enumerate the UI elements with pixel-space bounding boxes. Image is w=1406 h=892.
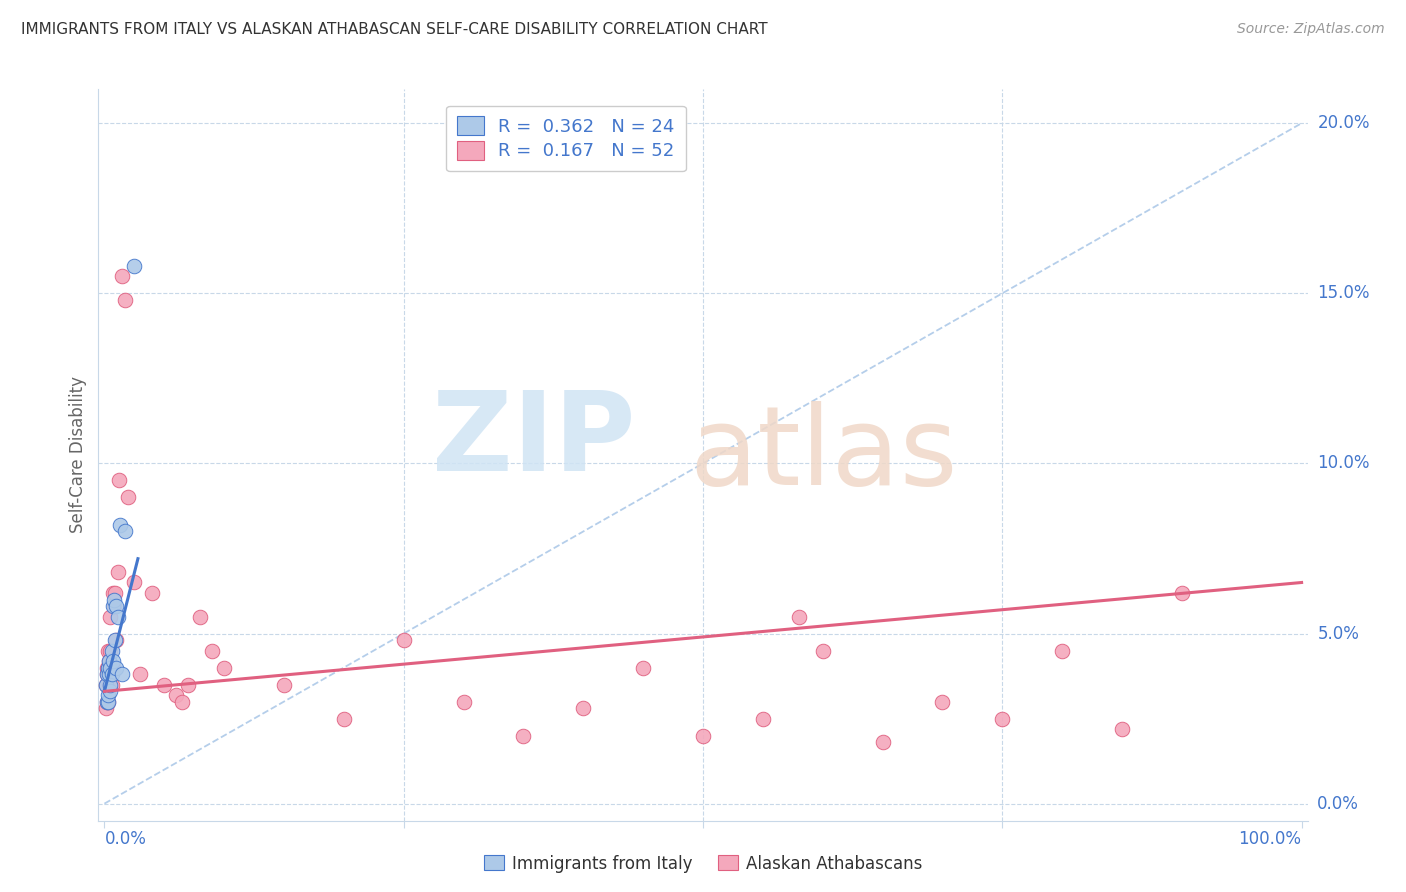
- Point: [811, 643, 834, 657]
- Point: [98, 667, 121, 681]
- Point: [100, 667, 122, 681]
- Point: [101, 660, 124, 674]
- Point: [96, 667, 118, 681]
- Point: [97, 695, 120, 709]
- Point: [572, 701, 595, 715]
- Point: [97, 660, 120, 674]
- Point: [692, 729, 714, 743]
- Text: 5.0%: 5.0%: [1317, 624, 1360, 642]
- Point: [177, 677, 200, 691]
- Point: [97, 660, 120, 674]
- Text: 0.0%: 0.0%: [104, 830, 146, 848]
- Point: [201, 643, 224, 657]
- Point: [124, 575, 146, 590]
- Point: [104, 633, 127, 648]
- Point: [101, 599, 124, 614]
- Text: 10.0%: 10.0%: [1317, 454, 1369, 473]
- Point: [98, 667, 121, 681]
- Point: [94, 677, 117, 691]
- Point: [1050, 643, 1073, 657]
- Point: [212, 660, 235, 674]
- Point: [96, 695, 118, 709]
- Point: [141, 585, 163, 599]
- Point: [153, 677, 176, 691]
- Point: [512, 729, 534, 743]
- Point: [97, 643, 120, 657]
- Point: [1171, 585, 1194, 599]
- Point: [392, 633, 415, 648]
- Text: 20.0%: 20.0%: [1317, 114, 1369, 132]
- Point: [100, 684, 122, 698]
- Point: [96, 695, 118, 709]
- Text: atlas: atlas: [690, 401, 957, 508]
- Point: [107, 474, 129, 488]
- Point: [94, 701, 117, 715]
- Point: [872, 735, 894, 749]
- Point: [100, 609, 122, 624]
- Point: [188, 609, 211, 624]
- Point: [100, 643, 122, 657]
- Point: [105, 633, 128, 648]
- Text: ZIP: ZIP: [432, 387, 636, 494]
- Point: [100, 677, 122, 691]
- Text: Source: ZipAtlas.com: Source: ZipAtlas.com: [1237, 22, 1385, 37]
- Text: IMMIGRANTS FROM ITALY VS ALASKAN ATHABASCAN SELF-CARE DISABILITY CORRELATION CHA: IMMIGRANTS FROM ITALY VS ALASKAN ATHABAS…: [21, 22, 768, 37]
- Legend: Immigrants from Italy, Alaskan Athabascans: Immigrants from Italy, Alaskan Athabasca…: [477, 848, 929, 880]
- Point: [100, 660, 122, 674]
- Point: [129, 667, 152, 681]
- Point: [124, 259, 146, 273]
- Point: [991, 712, 1014, 726]
- Point: [100, 660, 122, 674]
- Point: [273, 677, 295, 691]
- Point: [108, 517, 131, 532]
- Point: [931, 695, 953, 709]
- Point: [631, 660, 654, 674]
- Y-axis label: Self-Care Disability: Self-Care Disability: [69, 376, 87, 533]
- Point: [105, 660, 128, 674]
- Legend: R =  0.362   N = 24, R =  0.167   N = 52: R = 0.362 N = 24, R = 0.167 N = 52: [446, 105, 686, 171]
- Point: [97, 695, 120, 709]
- Point: [172, 695, 194, 709]
- Point: [787, 609, 810, 624]
- Text: 15.0%: 15.0%: [1317, 285, 1369, 302]
- Point: [98, 654, 121, 668]
- Point: [104, 585, 127, 599]
- Point: [114, 293, 136, 307]
- Point: [114, 524, 136, 539]
- Point: [96, 667, 118, 681]
- Point: [101, 654, 124, 668]
- Point: [101, 585, 124, 599]
- Text: 100.0%: 100.0%: [1239, 830, 1302, 848]
- Point: [111, 269, 134, 284]
- Point: [105, 599, 128, 614]
- Point: [1111, 722, 1133, 736]
- Point: [111, 667, 134, 681]
- Point: [96, 660, 118, 674]
- Point: [98, 677, 121, 691]
- Text: 0.0%: 0.0%: [1317, 795, 1360, 813]
- Point: [98, 654, 121, 668]
- Point: [100, 677, 122, 691]
- Point: [752, 712, 775, 726]
- Point: [333, 712, 356, 726]
- Point: [100, 643, 122, 657]
- Point: [97, 688, 120, 702]
- Point: [107, 566, 129, 580]
- Point: [103, 592, 125, 607]
- Point: [117, 491, 139, 505]
- Point: [453, 695, 475, 709]
- Point: [107, 609, 129, 624]
- Point: [103, 599, 125, 614]
- Point: [165, 688, 187, 702]
- Point: [94, 677, 117, 691]
